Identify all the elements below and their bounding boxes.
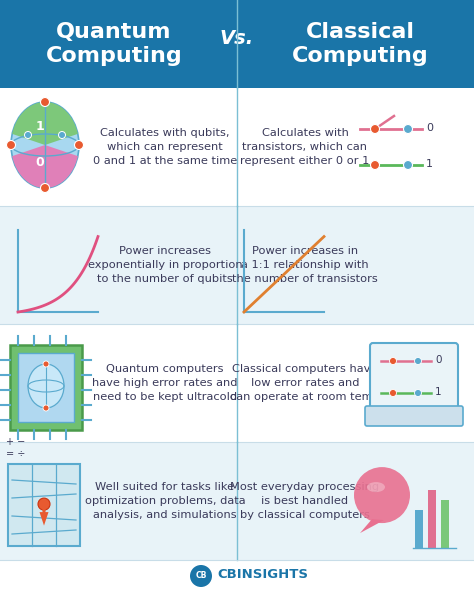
Bar <box>441 500 449 548</box>
Bar <box>0 560 474 592</box>
Bar <box>8 464 80 546</box>
Text: 0: 0 <box>426 123 433 133</box>
Text: Calculates with
transistors, which can
represent either 0 or 1: Calculates with transistors, which can r… <box>240 128 370 166</box>
Ellipse shape <box>11 102 79 188</box>
Text: Classical
Computing: Classical Computing <box>292 22 428 66</box>
Text: 1: 1 <box>435 387 442 397</box>
Text: Quantum
Computing: Quantum Computing <box>46 22 182 66</box>
FancyArrow shape <box>39 504 48 526</box>
Text: Quantum computers
have high error rates and
need to be kept ultracold: Quantum computers have high error rates … <box>92 363 238 403</box>
Circle shape <box>403 124 412 134</box>
Circle shape <box>40 184 49 192</box>
Text: 1: 1 <box>36 121 45 134</box>
Circle shape <box>43 405 49 411</box>
FancyBboxPatch shape <box>370 343 458 411</box>
Text: Power increases
exponentially in proportion
to the number of qubits: Power increases exponentially in proport… <box>88 246 242 284</box>
Bar <box>0 0 474 88</box>
Polygon shape <box>12 145 78 188</box>
Text: CBINSIGHTS: CBINSIGHTS <box>217 568 308 581</box>
Circle shape <box>38 498 50 510</box>
Polygon shape <box>12 102 78 145</box>
Circle shape <box>354 467 410 523</box>
Text: 1: 1 <box>426 159 433 169</box>
Text: 0: 0 <box>435 355 441 365</box>
Text: Classical computers have
low error rates and
can operate at room temp: Classical computers have low error rates… <box>230 363 380 403</box>
Circle shape <box>43 361 49 367</box>
Text: 0: 0 <box>36 156 45 169</box>
Circle shape <box>7 140 16 150</box>
Ellipse shape <box>28 364 64 408</box>
Circle shape <box>390 358 396 365</box>
Text: CB: CB <box>195 571 207 581</box>
Circle shape <box>371 160 380 169</box>
Circle shape <box>25 131 31 139</box>
Bar <box>0 324 474 442</box>
Bar <box>415 510 423 548</box>
Bar <box>18 353 74 422</box>
Bar <box>0 206 474 324</box>
Ellipse shape <box>367 482 385 492</box>
Text: Most everyday processing
is best handled
by classical computers: Most everyday processing is best handled… <box>230 482 380 520</box>
Circle shape <box>40 98 49 107</box>
Text: Power increases in
a 1:1 relationship with
the number of transistors: Power increases in a 1:1 relationship wi… <box>232 246 378 284</box>
Text: = ÷: = ÷ <box>6 449 26 459</box>
Text: + −: + − <box>6 437 25 447</box>
Circle shape <box>414 390 421 397</box>
Circle shape <box>58 131 65 139</box>
Text: Well suited for tasks like
optimization problems, data
analysis, and simulations: Well suited for tasks like optimization … <box>85 482 246 520</box>
Bar <box>428 490 436 548</box>
Circle shape <box>371 124 380 134</box>
Text: Vs.: Vs. <box>220 28 254 47</box>
FancyBboxPatch shape <box>365 406 463 426</box>
Bar <box>10 345 82 430</box>
Circle shape <box>390 390 396 397</box>
Circle shape <box>74 140 83 150</box>
Circle shape <box>190 565 212 587</box>
Circle shape <box>414 358 421 365</box>
Polygon shape <box>360 519 384 533</box>
Bar <box>0 442 474 560</box>
Bar <box>0 88 474 206</box>
Circle shape <box>403 160 412 169</box>
Text: Calculates with qubits,
which can represent
0 and 1 at the same time: Calculates with qubits, which can repres… <box>93 128 237 166</box>
